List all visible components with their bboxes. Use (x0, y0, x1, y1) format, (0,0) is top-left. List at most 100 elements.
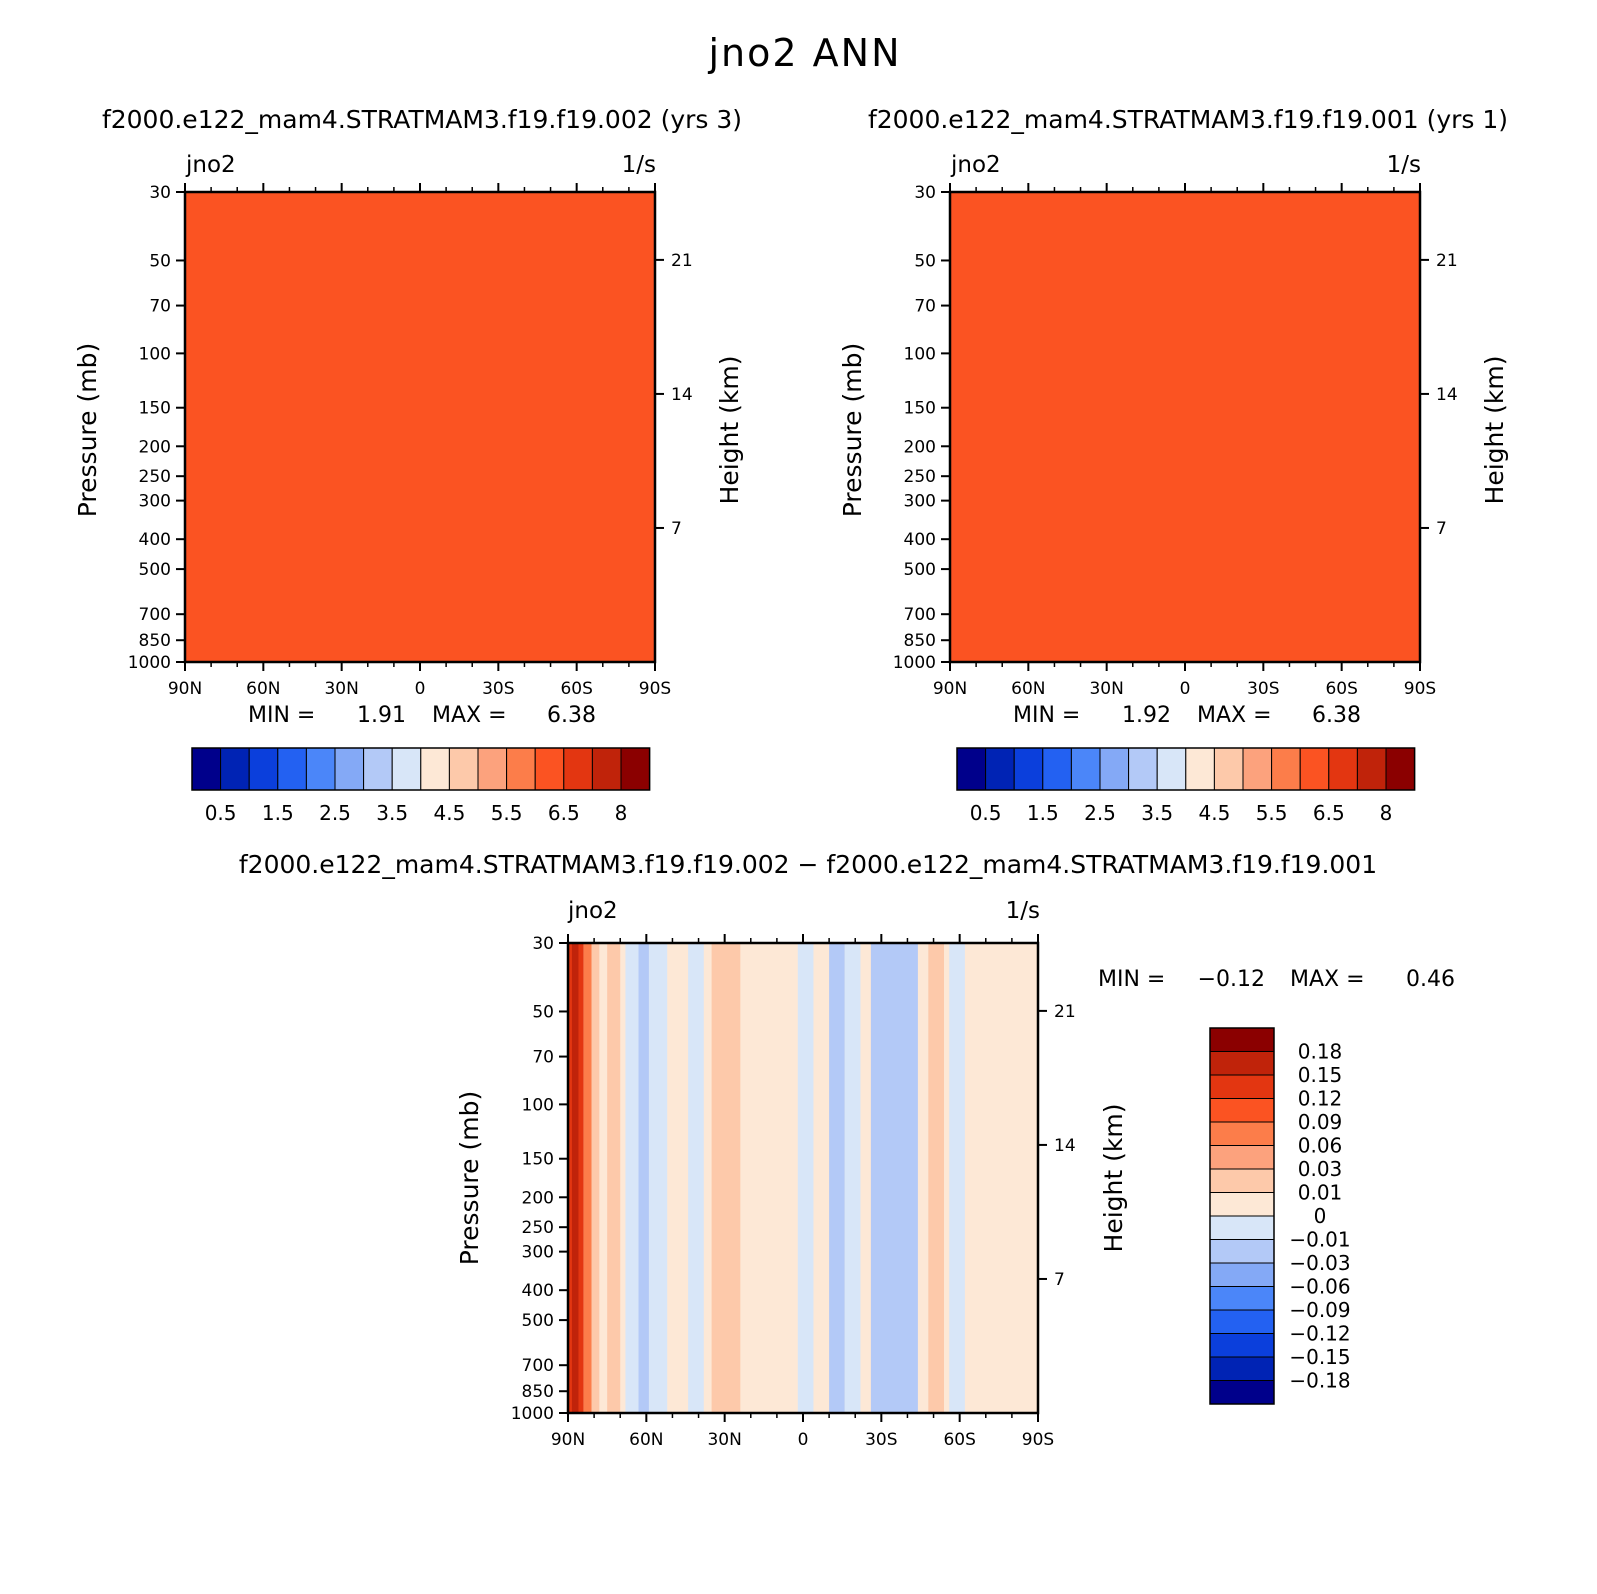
colorbar-label: 0.01 (1298, 1181, 1343, 1205)
panel2-y2-tick-label: 7 (1436, 519, 1447, 539)
panel1-y-tick-label: 500 (139, 560, 171, 580)
panel3-y-tick-label: 300 (522, 1243, 554, 1263)
panel3-x-tick-label: 60N (629, 1430, 663, 1450)
panel3-y-tick-label: 850 (522, 1382, 554, 1402)
panel2-y-tick-label: 300 (904, 492, 936, 512)
colorbar-box (506, 747, 536, 791)
panel2-plot: 90N 60N 30N 0 30S 60S 90S 30 50 70 100 150 200 250 300… (893, 183, 1458, 699)
panel3-units-label: 1/s (1006, 898, 1040, 924)
panel3-colorbar: 0.180.150.120.090.060.030.010−0.01−0.03−… (1209, 1027, 1351, 1405)
contour-band (844, 943, 861, 1413)
colorbar-box (1209, 1074, 1275, 1099)
colorbar-box (1209, 1145, 1275, 1170)
contour-band (583, 943, 592, 1413)
colorbar-box (277, 747, 307, 791)
panel1-min-label: MIN = (248, 703, 315, 728)
panel1-y-tick-label: 1000 (128, 653, 171, 673)
colorbar-label: 2.5 (1084, 801, 1116, 825)
panel1-y-tick-label: 250 (139, 467, 171, 487)
panel1-x-tick-label: 0 (415, 679, 426, 699)
panel1-max-value: 6.38 (547, 703, 596, 728)
colorbar-box (1209, 1192, 1275, 1217)
colorbar-box (1242, 747, 1273, 791)
colorbar-label: 4.5 (1198, 801, 1230, 825)
panel1-y-tick-label: 70 (149, 297, 171, 317)
panel3-y-tick-label: 400 (522, 1281, 554, 1301)
colorbar-frame (1209, 1027, 1275, 1405)
panel2-y-tick-label: 250 (904, 467, 936, 487)
panel2-y-tick-label: 30 (914, 183, 936, 203)
panel1-ylabel: Pressure (mb) (73, 343, 102, 517)
colorbar-box (1209, 1356, 1275, 1381)
colorbar-label: −0.01 (1289, 1228, 1350, 1252)
colorbar-box (1328, 747, 1358, 791)
colorbar-box (1213, 747, 1244, 791)
colorbar-label: 8 (1380, 801, 1393, 825)
contour-band (591, 943, 600, 1413)
contour-band (571, 943, 579, 1413)
colorbar-label: 0.15 (1298, 1063, 1343, 1087)
panel3-x-tick-label: 30N (707, 1430, 741, 1450)
colorbar-box (1385, 747, 1416, 791)
colorbar-box (1209, 1168, 1275, 1193)
panel1-x-tick-label: 90N (168, 679, 202, 699)
colorbar-label: 2.5 (319, 801, 351, 825)
colorbar-box (1209, 1333, 1275, 1358)
panel2-y-tick-label: 100 (904, 344, 936, 364)
panel1-x-tick-label: 30N (324, 679, 358, 699)
panel2-y-tick-label: 50 (914, 251, 936, 271)
colorbar-label: 6.5 (1313, 801, 1345, 825)
contour-band (185, 192, 655, 662)
contour-band (829, 943, 845, 1413)
panel1-x-tick-label: 60N (246, 679, 280, 699)
panel2-min-value: 1.92 (1122, 703, 1171, 728)
colorbar-box (1209, 1286, 1275, 1311)
panel3-y-tick-label: 50 (532, 1002, 554, 1022)
panel2-x-tick-label: 0 (1180, 679, 1191, 699)
contour-band (607, 943, 621, 1413)
panel1-var-label: jno2 (185, 152, 236, 178)
colorbar-box (1070, 747, 1101, 791)
colorbar-box (1209, 1309, 1275, 1334)
panel1-title: f2000.e122_mam4.STRATMAM3.f19.f19.002 (y… (102, 105, 742, 134)
colorbar-label: 0.09 (1298, 1110, 1343, 1134)
colorbar-box (363, 747, 393, 791)
colorbar-box (305, 747, 336, 791)
colorbar-box (1299, 747, 1330, 791)
colorbar-label: 1.5 (1027, 801, 1059, 825)
panel1-x-tick-label: 60S (560, 679, 592, 699)
colorbar-box (391, 747, 422, 791)
colorbar-label: 4.5 (433, 801, 465, 825)
colorbar-label: 6.5 (548, 801, 580, 825)
contour-band (625, 943, 639, 1413)
panel2-x-tick-label: 30S (1247, 679, 1279, 699)
panel3-y-tick-label: 150 (522, 1150, 554, 1170)
colorbar-box (334, 747, 365, 791)
panel1-y-tick-label: 30 (149, 183, 171, 203)
colorbar-box (248, 747, 279, 791)
panel3-x-tick-label: 90S (1022, 1430, 1054, 1450)
panel3-y2-tick-label: 14 (1054, 1136, 1076, 1156)
colorbar-label: 0.5 (970, 801, 1002, 825)
panel1-units-label: 1/s (622, 152, 656, 178)
panel3-x-tick-label: 0 (798, 1430, 809, 1450)
colorbar-label: −0.12 (1289, 1322, 1350, 1346)
colorbar-label: 0.12 (1298, 1087, 1343, 1111)
panel2-ylabel: Pressure (mb) (838, 343, 867, 517)
colorbar-box (477, 747, 508, 791)
colorbar-label: −0.15 (1289, 1345, 1350, 1369)
colorbar-label: 0.18 (1298, 1040, 1343, 1064)
panel1-y-tick-label: 850 (139, 631, 171, 651)
panel1-y-tick-label: 700 (139, 605, 171, 625)
panel1-y-tick-label: 50 (149, 251, 171, 271)
colorbar-label: 3.5 (376, 801, 408, 825)
panel2-contours (950, 192, 1420, 662)
panel2-y-tick-label: 70 (914, 297, 936, 317)
colorbar-box (985, 747, 1015, 791)
colorbar-label: 5.5 (1256, 801, 1288, 825)
panel3-y-tick-label: 100 (522, 1095, 554, 1115)
colorbar-label: −0.06 (1289, 1275, 1350, 1299)
panel1-y-tick-label: 150 (139, 399, 171, 419)
panel3-y-tick-label: 250 (522, 1218, 554, 1238)
panel2-x-tick-label: 90N (933, 679, 967, 699)
